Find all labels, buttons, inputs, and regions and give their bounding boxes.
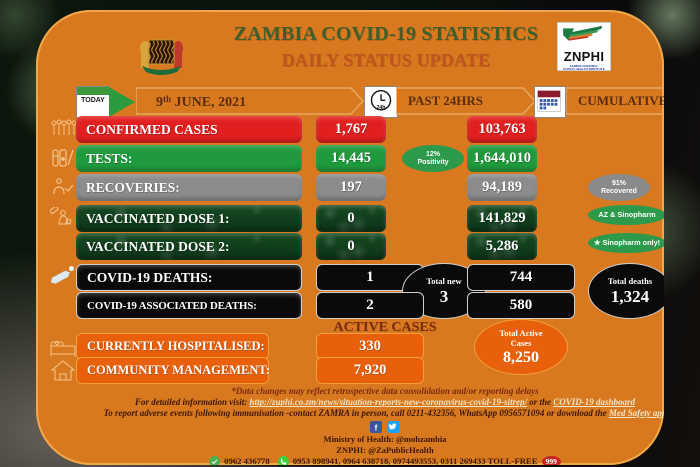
svg-text:CUMULATIVE: CUMULATIVE [578, 93, 664, 108]
svg-text:9th JUNE, 2021: 9th JUNE, 2021 [156, 94, 246, 110]
svg-text:24h: 24h [377, 105, 386, 111]
svg-text:f: f [375, 424, 378, 433]
svg-text:PAST 24HRS: PAST 24HRS [408, 93, 483, 108]
